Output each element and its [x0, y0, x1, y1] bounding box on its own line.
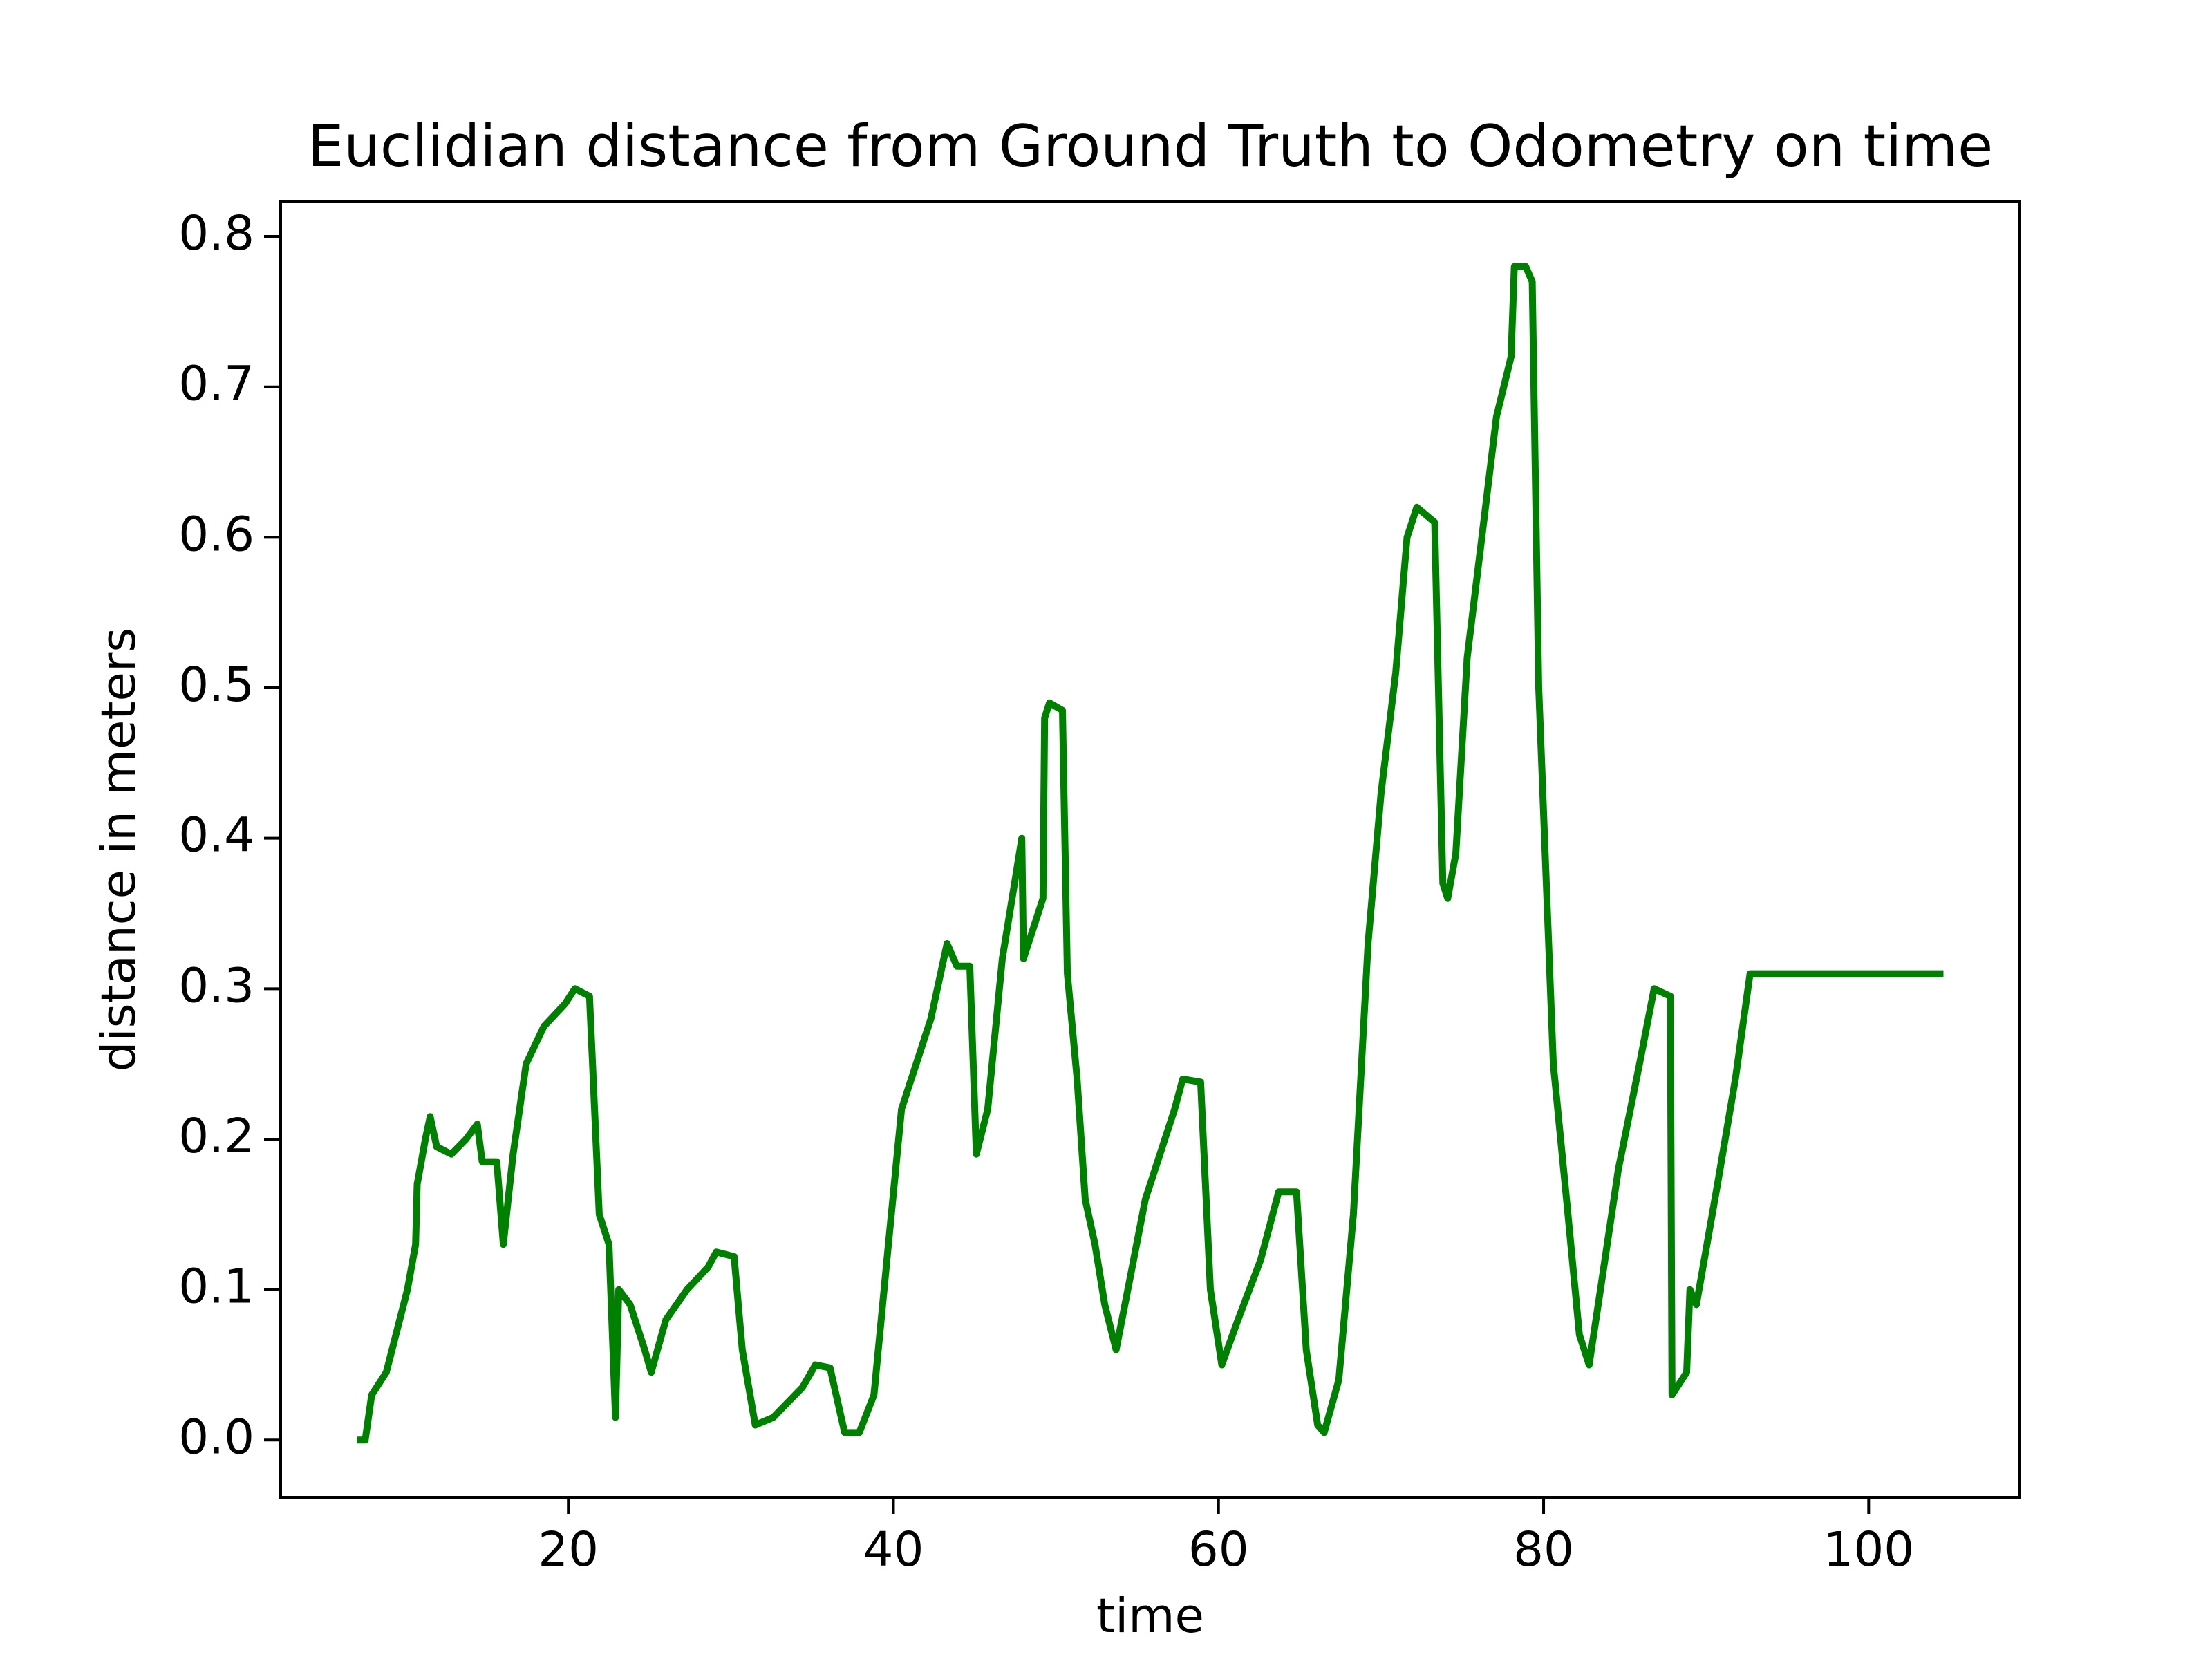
chart-title: Euclidian distance from Ground Truth to …	[308, 113, 1993, 180]
y-tick-label: 0.6	[178, 507, 254, 562]
y-tick-label: 0.0	[178, 1409, 254, 1465]
y-tick-label: 0.8	[178, 206, 254, 261]
y-tick-label: 0.5	[178, 657, 254, 713]
y-tick-label: 0.2	[178, 1109, 254, 1164]
x-tick-label: 40	[863, 1522, 924, 1577]
x-tick-label: 100	[1823, 1522, 1914, 1577]
plot-frame	[279, 200, 2021, 1499]
x-tick-label: 20	[538, 1522, 599, 1577]
y-axis-label: distance in meters	[91, 628, 147, 1072]
x-tick-label: 80	[1513, 1522, 1574, 1577]
y-tick-label: 0.4	[178, 808, 254, 863]
y-tick-label: 0.3	[178, 958, 254, 1013]
y-tick-label: 0.7	[178, 357, 254, 412]
data-line	[357, 263, 1944, 1444]
y-tick-label: 0.1	[178, 1259, 254, 1315]
x-axis-label: time	[1096, 1588, 1204, 1644]
x-tick-label: 60	[1188, 1522, 1249, 1577]
